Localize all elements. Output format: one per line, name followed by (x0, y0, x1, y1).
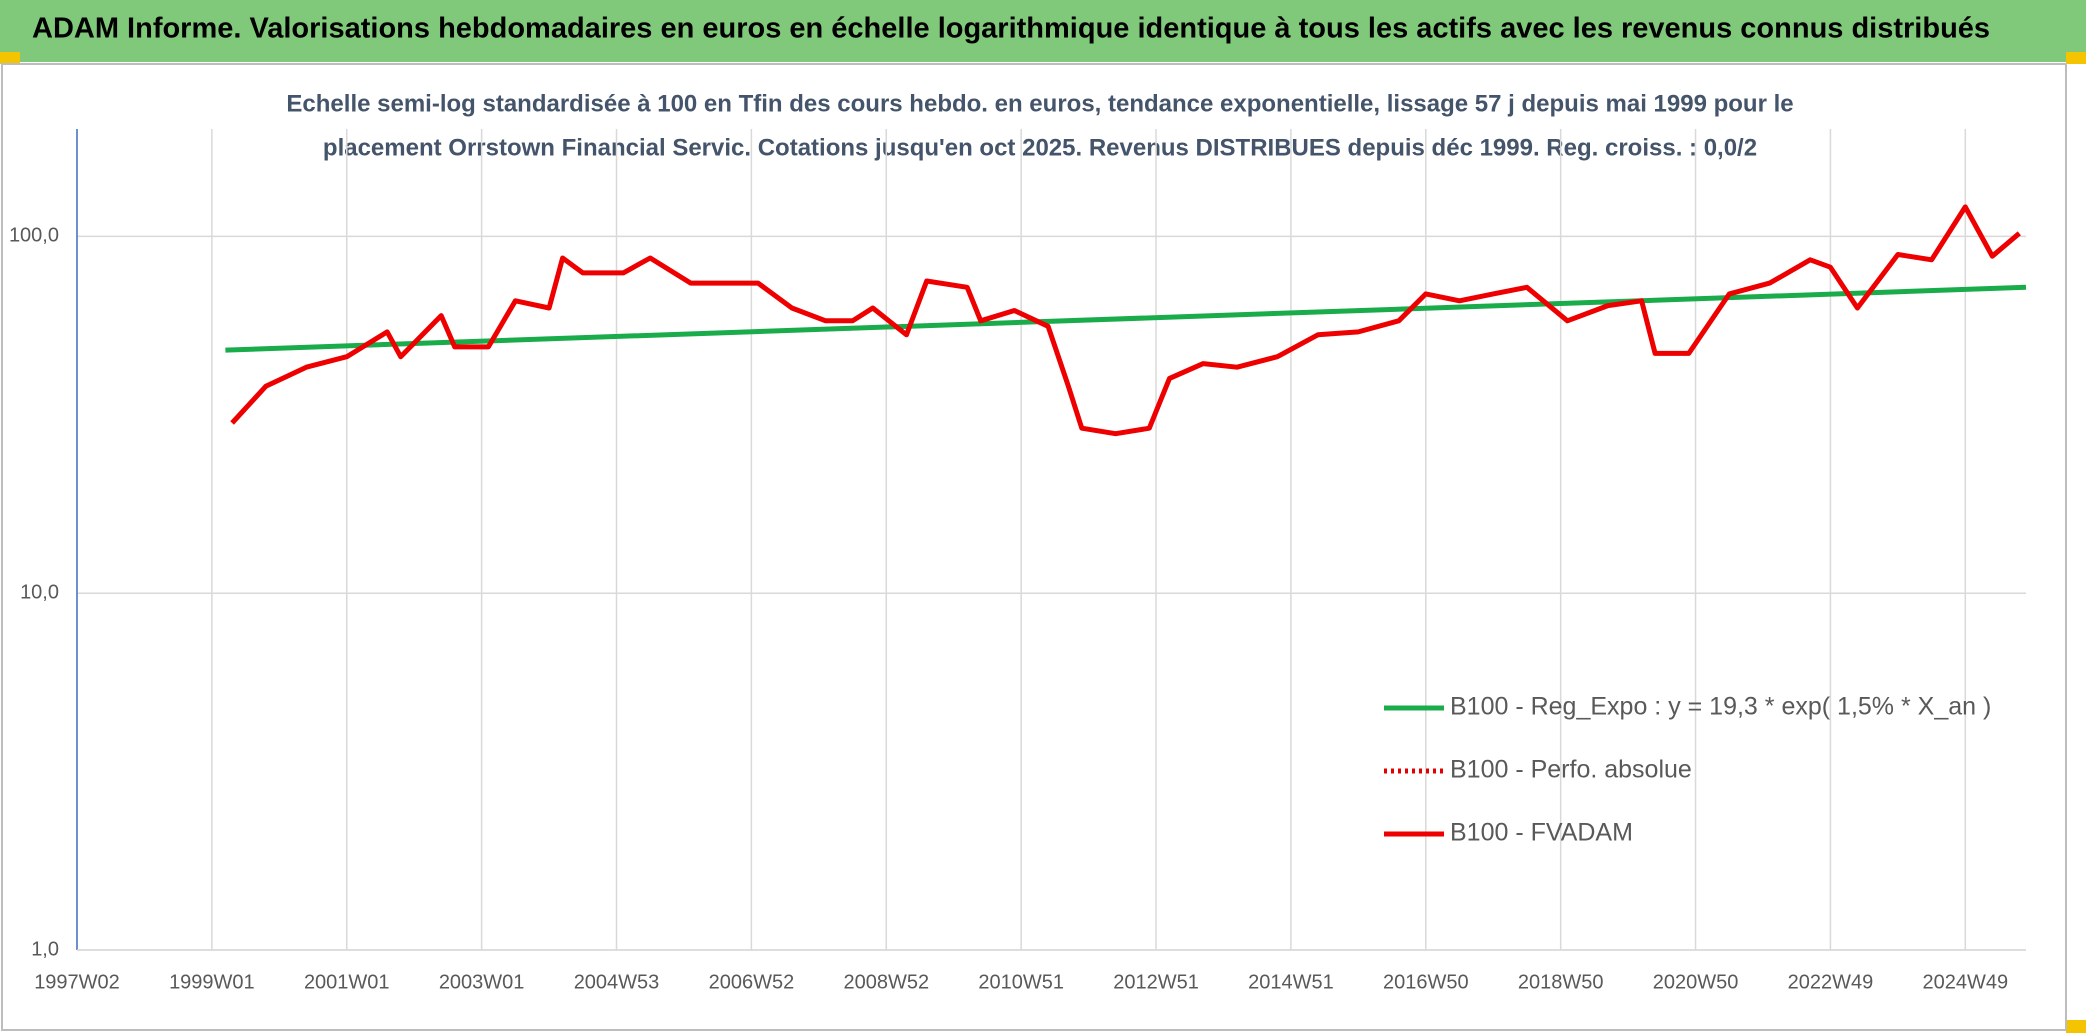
x-tick-label: 1997W02 (34, 971, 120, 993)
corner (2066, 1020, 2086, 1033)
corner (0, 52, 20, 64)
x-tick-label: 2016W50 (1383, 971, 1469, 993)
series-line (230, 204, 2021, 437)
corner (2066, 52, 2086, 64)
x-tick-label: 2018W50 (1518, 971, 1604, 993)
x-tick-label: 2004W53 (574, 971, 660, 993)
x-tick-label: 2012W51 (1113, 971, 1199, 993)
x-tick-label: 2003W01 (439, 971, 525, 993)
legend-label: B100 - Perfo. absolue (1450, 756, 1692, 784)
subtitle: placement Orrstown Financial Servic. Cot… (323, 134, 1757, 161)
x-tick-label: 1999W01 (169, 971, 255, 993)
chart-frame (1, 63, 2067, 1031)
legend-label: B100 - Reg_Expo : y = 19,3 * exp( 1,5% *… (1450, 693, 1991, 721)
y-tick-label: 10,0 (20, 581, 59, 603)
x-tick-label: 2020W50 (1653, 971, 1739, 993)
x-tick-label: 2014W51 (1248, 971, 1334, 993)
header-band (0, 0, 2086, 62)
y-tick-label: 1,0 (31, 938, 59, 960)
x-tick-label: 2001W01 (304, 971, 390, 993)
x-tick-label: 2006W52 (709, 971, 795, 993)
y-tick-label: 100,0 (9, 225, 59, 247)
x-tick-label: 2024W49 (1922, 971, 2008, 993)
x-tick-label: 2008W52 (843, 971, 929, 993)
chart-title: ADAM Informe. Valorisations hebdomadaire… (32, 13, 1990, 45)
legend-label: B100 - FVADAM (1450, 819, 1633, 847)
subtitle: Echelle semi-log standardisée à 100 en T… (286, 90, 1793, 117)
x-tick-label: 2010W51 (978, 971, 1064, 993)
x-tick-label: 2022W49 (1788, 971, 1874, 993)
